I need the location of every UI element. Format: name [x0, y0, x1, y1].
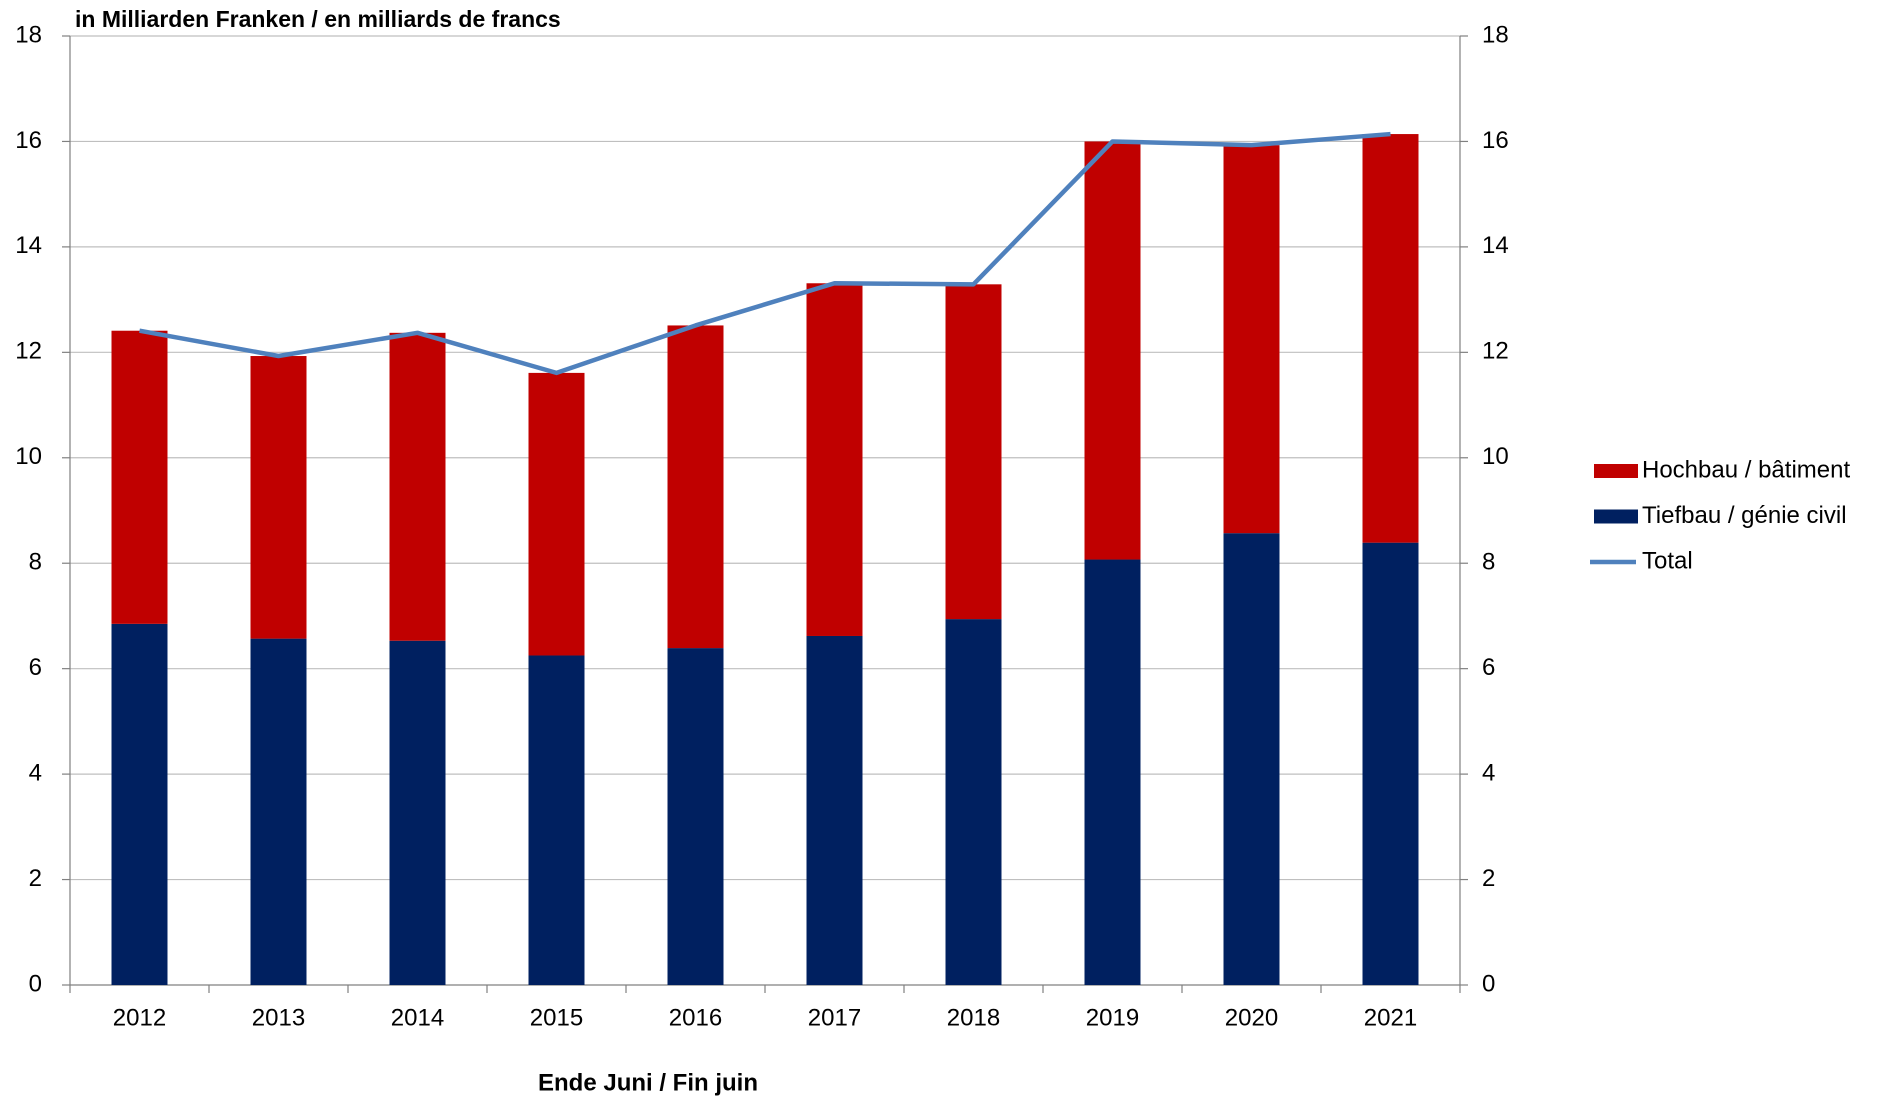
x-tick-label: 2015	[530, 1004, 583, 1031]
bar	[528, 372, 585, 656]
legend-label: Tiefbau / génie civil	[1642, 502, 1847, 529]
bar	[945, 284, 1002, 620]
y-tick-label: 0	[29, 970, 42, 997]
bar	[389, 332, 446, 641]
y-tick-label: 4	[29, 759, 42, 786]
y-tick-label: 18	[15, 21, 42, 48]
bar	[806, 635, 863, 985]
legend-label: Hochbau / bâtiment	[1642, 456, 1850, 483]
x-tick-label: 2014	[391, 1004, 444, 1031]
line	[139, 131, 1391, 376]
y2-tick-label: 12	[1482, 338, 1509, 365]
y2-tick-label: 0	[1482, 970, 1495, 997]
y-tick-label: 6	[29, 654, 42, 681]
bar	[1084, 141, 1141, 560]
y2-tick-label: 14	[1482, 232, 1509, 259]
x-tick-label: 2013	[252, 1004, 305, 1031]
chart-subtitle: in Milliarden Franken / en milliards de …	[75, 6, 561, 32]
bar	[111, 623, 168, 985]
y2-tick-label: 18	[1482, 21, 1509, 48]
y2-tick-label: 6	[1482, 654, 1495, 681]
x-axis-title: Ende Juni / Fin juin	[538, 1069, 758, 1096]
bar	[1223, 533, 1280, 985]
x-tick-label: 2012	[113, 1004, 166, 1031]
bar	[1223, 145, 1280, 534]
bar	[111, 330, 168, 624]
y-tick-label: 14	[15, 232, 42, 259]
legend-swatch	[1594, 464, 1638, 478]
y2-tick-label: 8	[1482, 549, 1495, 576]
bar	[667, 648, 724, 985]
y-tick-label: 2	[29, 865, 42, 892]
bar	[1084, 559, 1141, 985]
bar	[250, 638, 307, 985]
bar	[945, 619, 1002, 985]
bar	[806, 283, 863, 636]
y-tick-label: 10	[15, 443, 42, 470]
y2-tick-label: 10	[1482, 443, 1509, 470]
bar	[528, 655, 585, 985]
bar	[1362, 542, 1419, 985]
legend-swatch	[1594, 509, 1638, 524]
y-tick-label: 12	[15, 338, 42, 365]
x-tick-label: 2021	[1364, 1004, 1417, 1031]
y2-tick-label: 2	[1482, 865, 1495, 892]
bar	[667, 325, 724, 649]
bar	[389, 640, 446, 985]
y-tick-label: 16	[15, 127, 42, 154]
x-tick-label: 2016	[669, 1004, 722, 1031]
bar	[1362, 134, 1419, 543]
x-tick-label: 2020	[1225, 1004, 1278, 1031]
x-tick-label: 2017	[808, 1004, 861, 1031]
y-tick-label: 8	[29, 549, 42, 576]
x-tick-label: 2018	[947, 1004, 1000, 1031]
y2-tick-label: 4	[1482, 759, 1495, 786]
bar	[250, 356, 307, 639]
x-tick-label: 2019	[1086, 1004, 1139, 1031]
y2-tick-label: 16	[1482, 127, 1509, 154]
legend-label: Total	[1642, 547, 1693, 574]
